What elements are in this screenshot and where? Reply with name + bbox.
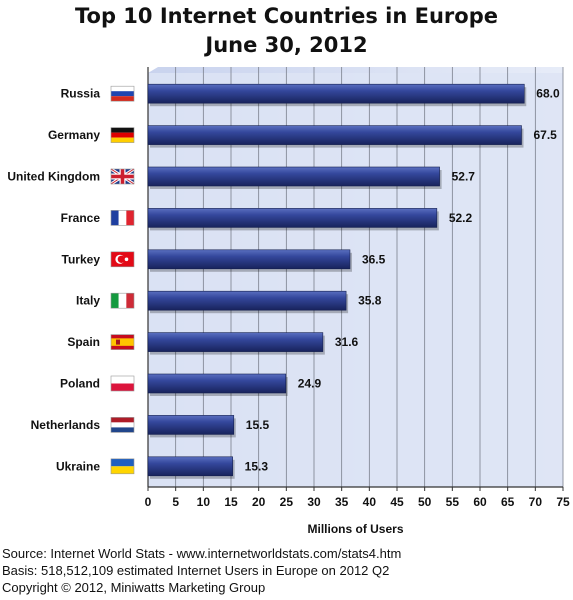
flag-icon xyxy=(110,210,135,226)
x-tick-label: 5 xyxy=(172,495,179,509)
value-label: 24.9 xyxy=(298,377,322,391)
chart-title: Top 10 Internet Countries in Europe xyxy=(75,4,498,28)
x-tick-label: 30 xyxy=(307,495,321,509)
category-label: Russia xyxy=(61,87,101,101)
category-label: United Kingdom xyxy=(7,170,100,184)
bar xyxy=(147,290,347,311)
x-tick-label: 65 xyxy=(501,495,515,509)
x-tick-label: 10 xyxy=(197,495,211,509)
flag-icon xyxy=(110,334,135,350)
bar xyxy=(147,125,522,145)
category-label: Ukraine xyxy=(56,459,100,473)
flag-icon xyxy=(110,458,135,475)
flag-icon xyxy=(110,417,135,433)
category-label: Turkey xyxy=(62,252,101,266)
bar xyxy=(147,166,440,187)
flag-icon xyxy=(110,292,135,309)
value-label: 15.3 xyxy=(245,459,269,473)
flag-icon xyxy=(110,127,135,143)
bar xyxy=(147,373,287,394)
category-label: France xyxy=(61,211,101,225)
source-note: Source: Internet World Stats - www.inter… xyxy=(2,546,402,561)
flag-icon xyxy=(110,375,135,392)
x-tick-label: 50 xyxy=(418,495,432,509)
bar xyxy=(147,83,525,104)
x-tick-label: 25 xyxy=(280,495,294,509)
x-tick-label: 35 xyxy=(335,495,349,509)
x-tick-label: 45 xyxy=(390,495,404,509)
value-label: 31.6 xyxy=(335,335,359,349)
x-tick-label: 0 xyxy=(145,495,152,509)
flag-icon xyxy=(110,167,135,186)
category-label: Spain xyxy=(67,335,100,349)
x-tick-label: 15 xyxy=(224,495,238,509)
value-label: 52.2 xyxy=(449,211,473,225)
value-label: 67.5 xyxy=(534,128,558,142)
bar xyxy=(147,208,438,228)
x-tick-label: 40 xyxy=(363,495,377,509)
chart-subtitle: June 30, 2012 xyxy=(205,33,368,57)
value-label: 15.5 xyxy=(246,418,270,432)
value-label: 52.7 xyxy=(452,170,476,184)
bar-chart: 0 5 10 15 20 25 30 35 40 45 50 55 60 65 70 75 Millions o… xyxy=(7,67,570,536)
bar xyxy=(147,456,233,477)
x-tick-label: 75 xyxy=(556,495,570,509)
value-label: 36.5 xyxy=(362,252,386,266)
x-tick-label: 70 xyxy=(529,495,543,509)
flag-icon xyxy=(110,251,135,268)
x-tick-label: 60 xyxy=(473,495,487,509)
flag-icon xyxy=(110,85,135,102)
bar xyxy=(147,415,235,435)
category-label: Poland xyxy=(60,377,100,391)
x-tick-label: 20 xyxy=(252,495,266,509)
bar xyxy=(147,332,324,352)
copyright-note: Copyright © 2012, Miniwatts Marketing Gr… xyxy=(2,580,266,595)
category-label: Germany xyxy=(48,128,100,142)
bar xyxy=(147,249,351,270)
value-label: 35.8 xyxy=(358,294,382,308)
value-label: 68.0 xyxy=(536,87,560,101)
x-tick-label: 55 xyxy=(446,495,460,509)
category-label: Netherlands xyxy=(31,418,101,432)
category-label: Italy xyxy=(76,294,100,308)
basis-note: Basis: 518,512,109 estimated Internet Us… xyxy=(2,563,390,578)
x-axis-title: Millions of Users xyxy=(307,522,403,536)
